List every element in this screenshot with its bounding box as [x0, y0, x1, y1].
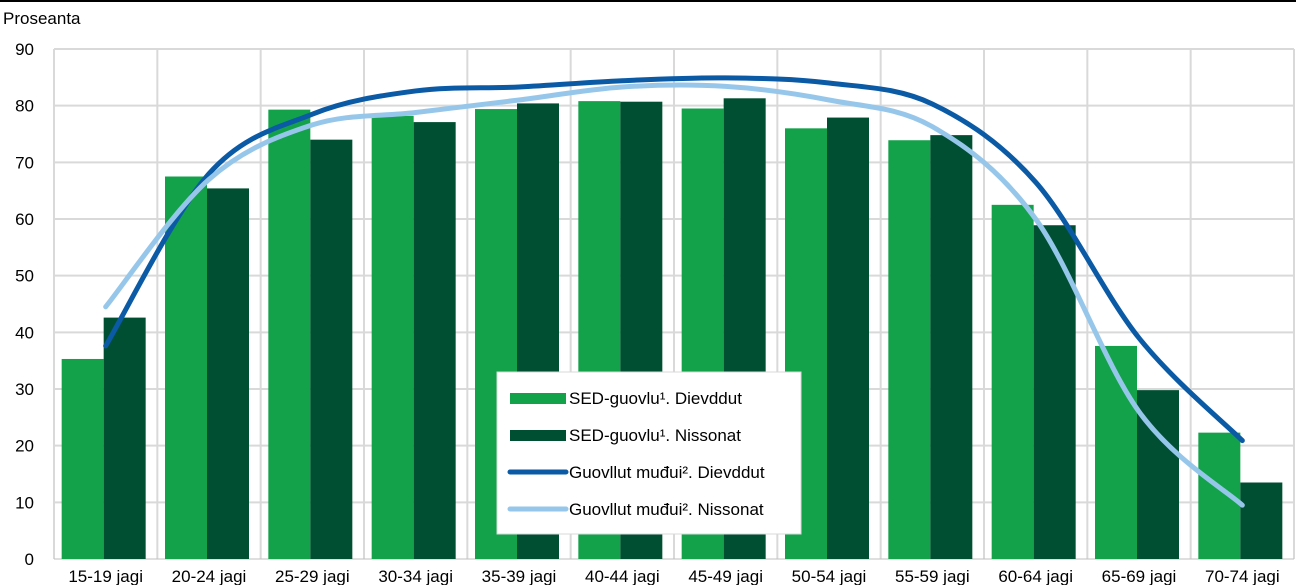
y-tick-label-6: 60 — [15, 210, 34, 229]
bar-s0-3 — [371, 115, 414, 559]
bar-s1-3 — [413, 122, 456, 559]
legend-label-3: Guovllut muđui². Nissonat — [569, 500, 764, 519]
x-tick-label-5: 40-44 jagi — [585, 567, 660, 585]
legend-label-2: Guovllut muđui². Dievddut — [569, 463, 765, 482]
x-tick-label-7: 50-54 jagi — [792, 567, 867, 585]
bar-s0-1 — [165, 176, 207, 559]
bar-s0-2 — [268, 109, 311, 559]
bar-s0-8 — [888, 140, 931, 559]
y-tick-label-0: 0 — [25, 550, 34, 569]
y-tick-label-2: 20 — [15, 437, 34, 456]
x-tick-label-6: 45-49 jagi — [688, 567, 763, 585]
x-tick-label-11: 70-74 jagi — [1205, 567, 1280, 585]
x-tick-label-8: 55-59 jagi — [895, 567, 970, 585]
bar-s1-11 — [1240, 482, 1283, 559]
x-tick-label-9: 60-64 jagi — [998, 567, 1073, 585]
x-tick-label-2: 25-29 jagi — [275, 567, 350, 585]
line-series-1 — [103, 82, 1245, 508]
y-tick-label-5: 50 — [15, 267, 34, 286]
bar-s0-10 — [1095, 345, 1137, 559]
x-tick-label-10: 65-69 jagi — [1102, 567, 1177, 585]
legend-swatch-1 — [510, 430, 566, 441]
y-tick-label-7: 70 — [15, 153, 34, 172]
x-tick-labels: 15-19 jagi 20-24 jagi 25-29 jagi 30-34 jagi… — [68, 567, 1279, 585]
y-tick-label-9: 90 — [15, 40, 34, 59]
y-tick-label-1: 10 — [15, 493, 34, 512]
x-tick-label-4: 35-39 jagi — [482, 567, 557, 585]
bar-s1-7 — [827, 117, 869, 560]
x-tick-label-1: 20-24 jagi — [172, 567, 247, 585]
x-tick-label-0: 15-19 jagi — [68, 567, 143, 585]
legend: SED-guovlu¹. Dievddut SED-guovlu¹. Nisson… — [496, 371, 802, 535]
bar-s0-9 — [991, 204, 1034, 560]
legend-label-1: SED-guovlu¹. Nissonat — [569, 426, 741, 445]
x-tick-label-3: 30-34 jagi — [378, 567, 453, 585]
bar-s1-8 — [930, 135, 973, 559]
bar-s1-2 — [310, 139, 353, 559]
y-tick-label-3: 30 — [15, 380, 34, 399]
y-tick-label-4: 40 — [15, 323, 34, 342]
line-series-0 — [103, 75, 1245, 444]
y-tick-labels: 0 10 20 30 40 50 60 70 80 90 — [15, 40, 34, 569]
legend-swatch-0 — [510, 393, 566, 404]
y-tick-label-8: 80 — [15, 97, 34, 116]
lines — [103, 75, 1245, 508]
bar-s0-0 — [61, 358, 104, 559]
bar-s1-0 — [103, 317, 146, 559]
bar-s1-1 — [207, 188, 249, 559]
gridlines — [53, 48, 1295, 560]
y-axis-label: Proseanta — [3, 9, 81, 28]
legend-label-0: SED-guovlu¹. Dievddut — [569, 389, 742, 408]
